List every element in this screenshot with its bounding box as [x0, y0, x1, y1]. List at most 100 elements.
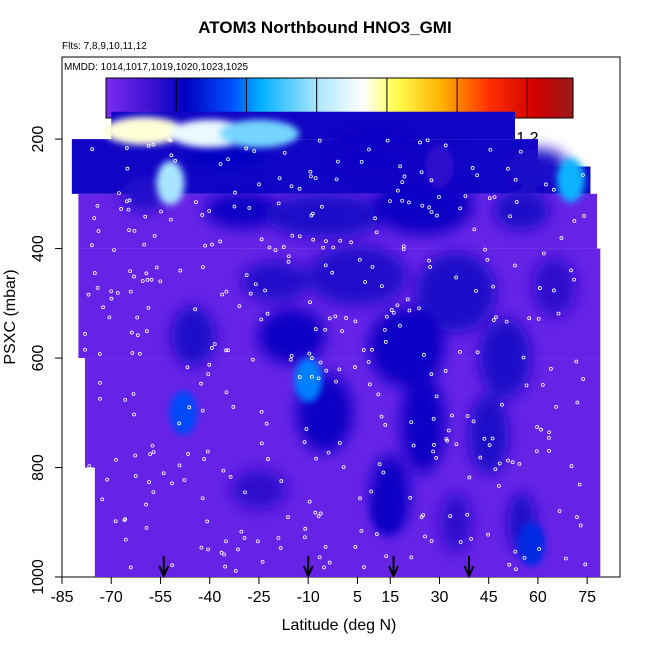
- data-point: [409, 420, 414, 425]
- mmdd-label: MMDD: 1014,1017,1019,1020,1023,1025: [64, 62, 248, 73]
- data-point: [231, 405, 236, 409]
- data-point: [185, 365, 190, 370]
- heat-hotspot: [333, 125, 414, 154]
- data-point: [458, 206, 463, 211]
- data-point: [158, 279, 163, 284]
- data-point: [124, 146, 129, 151]
- heat-cell: [241, 261, 310, 302]
- data-point: [247, 206, 252, 210]
- data-point: [302, 440, 307, 445]
- data-point: [504, 319, 509, 324]
- data-point: [144, 329, 149, 334]
- data-point: [193, 307, 198, 312]
- data-point: [282, 151, 287, 155]
- data-point: [418, 140, 422, 145]
- data-point: [505, 166, 510, 171]
- data-point: [260, 559, 265, 564]
- data-point: [248, 291, 253, 296]
- data-point: [222, 552, 227, 557]
- data-point: [518, 149, 523, 154]
- data-point: [90, 147, 95, 152]
- data-point: [384, 314, 389, 319]
- data-point: [407, 200, 411, 205]
- x-axis: -85 -70 -55 -40 -25 -10 5 15 30 45 60 75: [50, 577, 596, 606]
- data-point: [124, 199, 129, 204]
- heat-cell: [507, 148, 568, 185]
- data-point: [471, 419, 476, 424]
- data-point: [578, 523, 583, 528]
- heat-cell: [493, 190, 550, 231]
- data-point: [537, 286, 542, 290]
- data-point: [323, 327, 328, 332]
- data-point: [469, 537, 473, 541]
- data-point: [547, 430, 551, 435]
- data-point: [159, 209, 163, 214]
- data-point: [320, 204, 324, 209]
- data-point: [383, 340, 388, 344]
- data-point: [130, 351, 135, 355]
- data-point: [450, 413, 454, 418]
- data-point: [401, 247, 406, 252]
- data-point: [200, 496, 205, 501]
- data-point: [318, 360, 323, 365]
- data-point: [264, 421, 269, 426]
- data-point: [369, 489, 374, 494]
- data-point: [429, 210, 434, 214]
- data-point: [552, 288, 556, 293]
- data-point: [493, 467, 498, 472]
- data-point: [361, 348, 366, 352]
- data-point: [359, 529, 364, 533]
- data-point: [443, 143, 448, 148]
- data-point: [97, 352, 102, 356]
- data-point: [582, 214, 586, 218]
- data-point: [224, 348, 228, 353]
- data-point: [126, 207, 131, 212]
- data-point: [169, 153, 174, 158]
- heat-cell: [230, 469, 287, 510]
- x-tick-label: 15: [381, 589, 399, 606]
- data-point: [448, 514, 453, 519]
- data-point: [263, 288, 267, 293]
- data-point: [474, 288, 478, 293]
- data-point: [147, 480, 151, 485]
- data-point: [259, 237, 264, 242]
- data-point: [427, 205, 431, 210]
- data-point: [574, 359, 579, 364]
- data-point: [206, 372, 211, 377]
- data-point: [527, 316, 532, 321]
- data-point: [233, 190, 237, 195]
- data-point: [313, 327, 318, 331]
- x-tick-label: 30: [431, 589, 449, 606]
- data-point: [402, 174, 407, 179]
- data-point: [524, 383, 529, 388]
- data-point: [117, 191, 121, 196]
- data-point: [445, 438, 449, 443]
- data-point: [220, 292, 225, 297]
- data-point: [321, 245, 325, 250]
- data-point: [279, 479, 284, 483]
- data-point: [353, 545, 358, 549]
- data-point: [428, 265, 433, 269]
- data-point: [407, 308, 412, 313]
- data-point: [186, 452, 191, 456]
- data-point: [336, 159, 340, 164]
- data-point: [203, 243, 208, 248]
- data-point: [581, 173, 585, 177]
- data-point: [223, 564, 227, 569]
- data-point: [419, 170, 424, 175]
- data-point: [542, 251, 546, 256]
- data-point: [575, 400, 580, 405]
- data-point: [244, 146, 249, 151]
- data-point: [150, 443, 155, 448]
- data-point: [303, 526, 308, 531]
- data-point: [514, 567, 518, 572]
- data-point: [218, 162, 223, 166]
- x-tick-label: -55: [149, 589, 172, 606]
- data-point: [475, 350, 480, 355]
- data-point: [170, 481, 174, 486]
- data-point: [341, 465, 346, 470]
- y-axis: 200 400 600 800 1000: [30, 126, 62, 595]
- heat-cell: [415, 252, 496, 333]
- data-point: [549, 366, 553, 371]
- data-point: [411, 443, 416, 448]
